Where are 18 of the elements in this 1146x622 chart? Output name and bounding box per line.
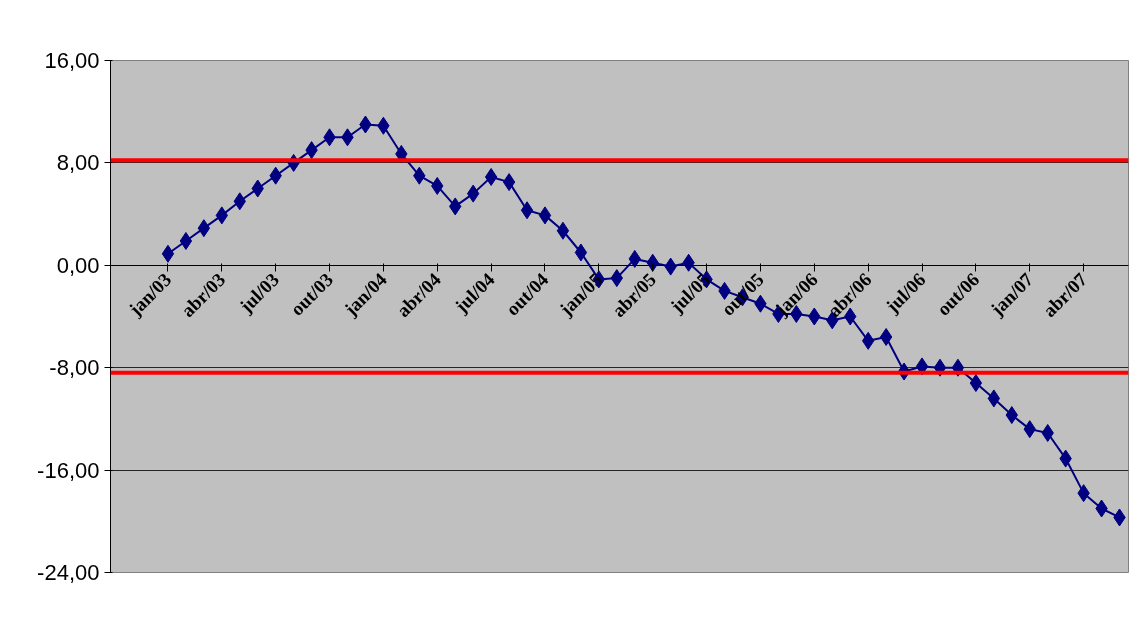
point [161,244,175,263]
y-tick-label: -16,00 [37,457,100,483]
point [538,206,552,225]
point [987,389,1001,408]
point [556,221,570,240]
point [879,327,893,346]
y-tick-label: 0,00 [56,252,100,278]
point [197,219,211,238]
y-tick-label: 16,00 [44,48,100,73]
y-tick-label: -24,00 [37,560,100,585]
point [574,243,588,262]
point [502,173,516,192]
point [969,374,983,393]
point [484,167,498,186]
y-tick-label: -8,00 [49,355,100,381]
point [179,231,193,250]
y-tick-label: 8,00 [56,150,100,176]
point [520,201,534,220]
